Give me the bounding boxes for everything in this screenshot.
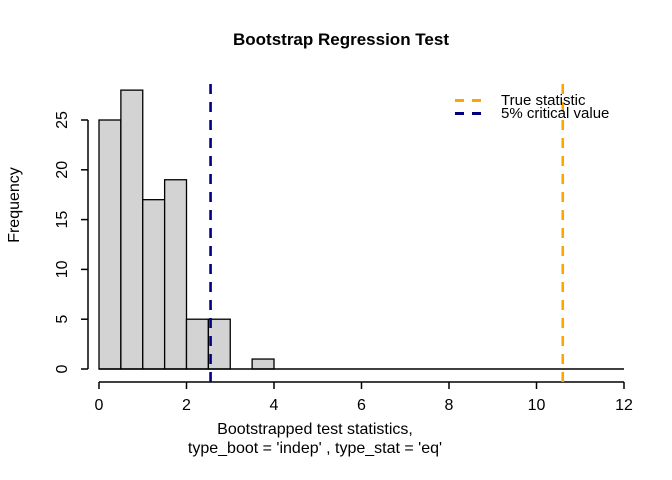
x-axis-label-line2: type_boot = 'indep' , type_stat = 'eq'	[187, 440, 443, 457]
histogram-bar	[251, 358, 275, 370]
x-axis-tick-label: 6	[357, 397, 366, 414]
y-axis-tick-label: 10	[54, 260, 71, 278]
legend: True statistic 5% critical value	[455, 92, 610, 122]
x-axis-tick-label: 4	[270, 397, 279, 414]
legend-label: True statistic	[501, 92, 586, 109]
y-axis-tick-label: 25	[54, 111, 71, 129]
histogram-bar	[120, 89, 144, 370]
legend-item-critical-value: 5% critical value	[455, 105, 610, 122]
y-axis-tick-label: 20	[54, 161, 71, 179]
y-axis-tick-label: 0	[54, 364, 71, 373]
legend-label: 5% critical value	[501, 105, 610, 122]
orange-dashed-line-icon	[455, 99, 481, 102]
x-axis-tick-label: 0	[95, 397, 104, 414]
histogram-bar	[98, 119, 122, 370]
y-axis-tick-label: 5	[54, 315, 71, 324]
histogram-bar	[163, 179, 188, 370]
histogram-bar	[185, 318, 210, 370]
x-axis-label-line1: Bootstrapped test statistics,	[217, 421, 413, 438]
x-axis-tick-label: 10	[528, 397, 546, 414]
x-axis-tick-label: 2	[182, 397, 191, 414]
y-axis-tick-label: 15	[54, 211, 71, 229]
legend-item-true-statistic: True statistic	[455, 92, 609, 109]
x-axis-tick-label: 12	[615, 397, 633, 414]
x-axis-tick-label: 8	[445, 397, 454, 414]
histogram-bar	[142, 199, 166, 370]
chart-title: Bootstrap Regression Test	[232, 30, 450, 49]
navy-dashed-line-icon	[455, 112, 481, 115]
